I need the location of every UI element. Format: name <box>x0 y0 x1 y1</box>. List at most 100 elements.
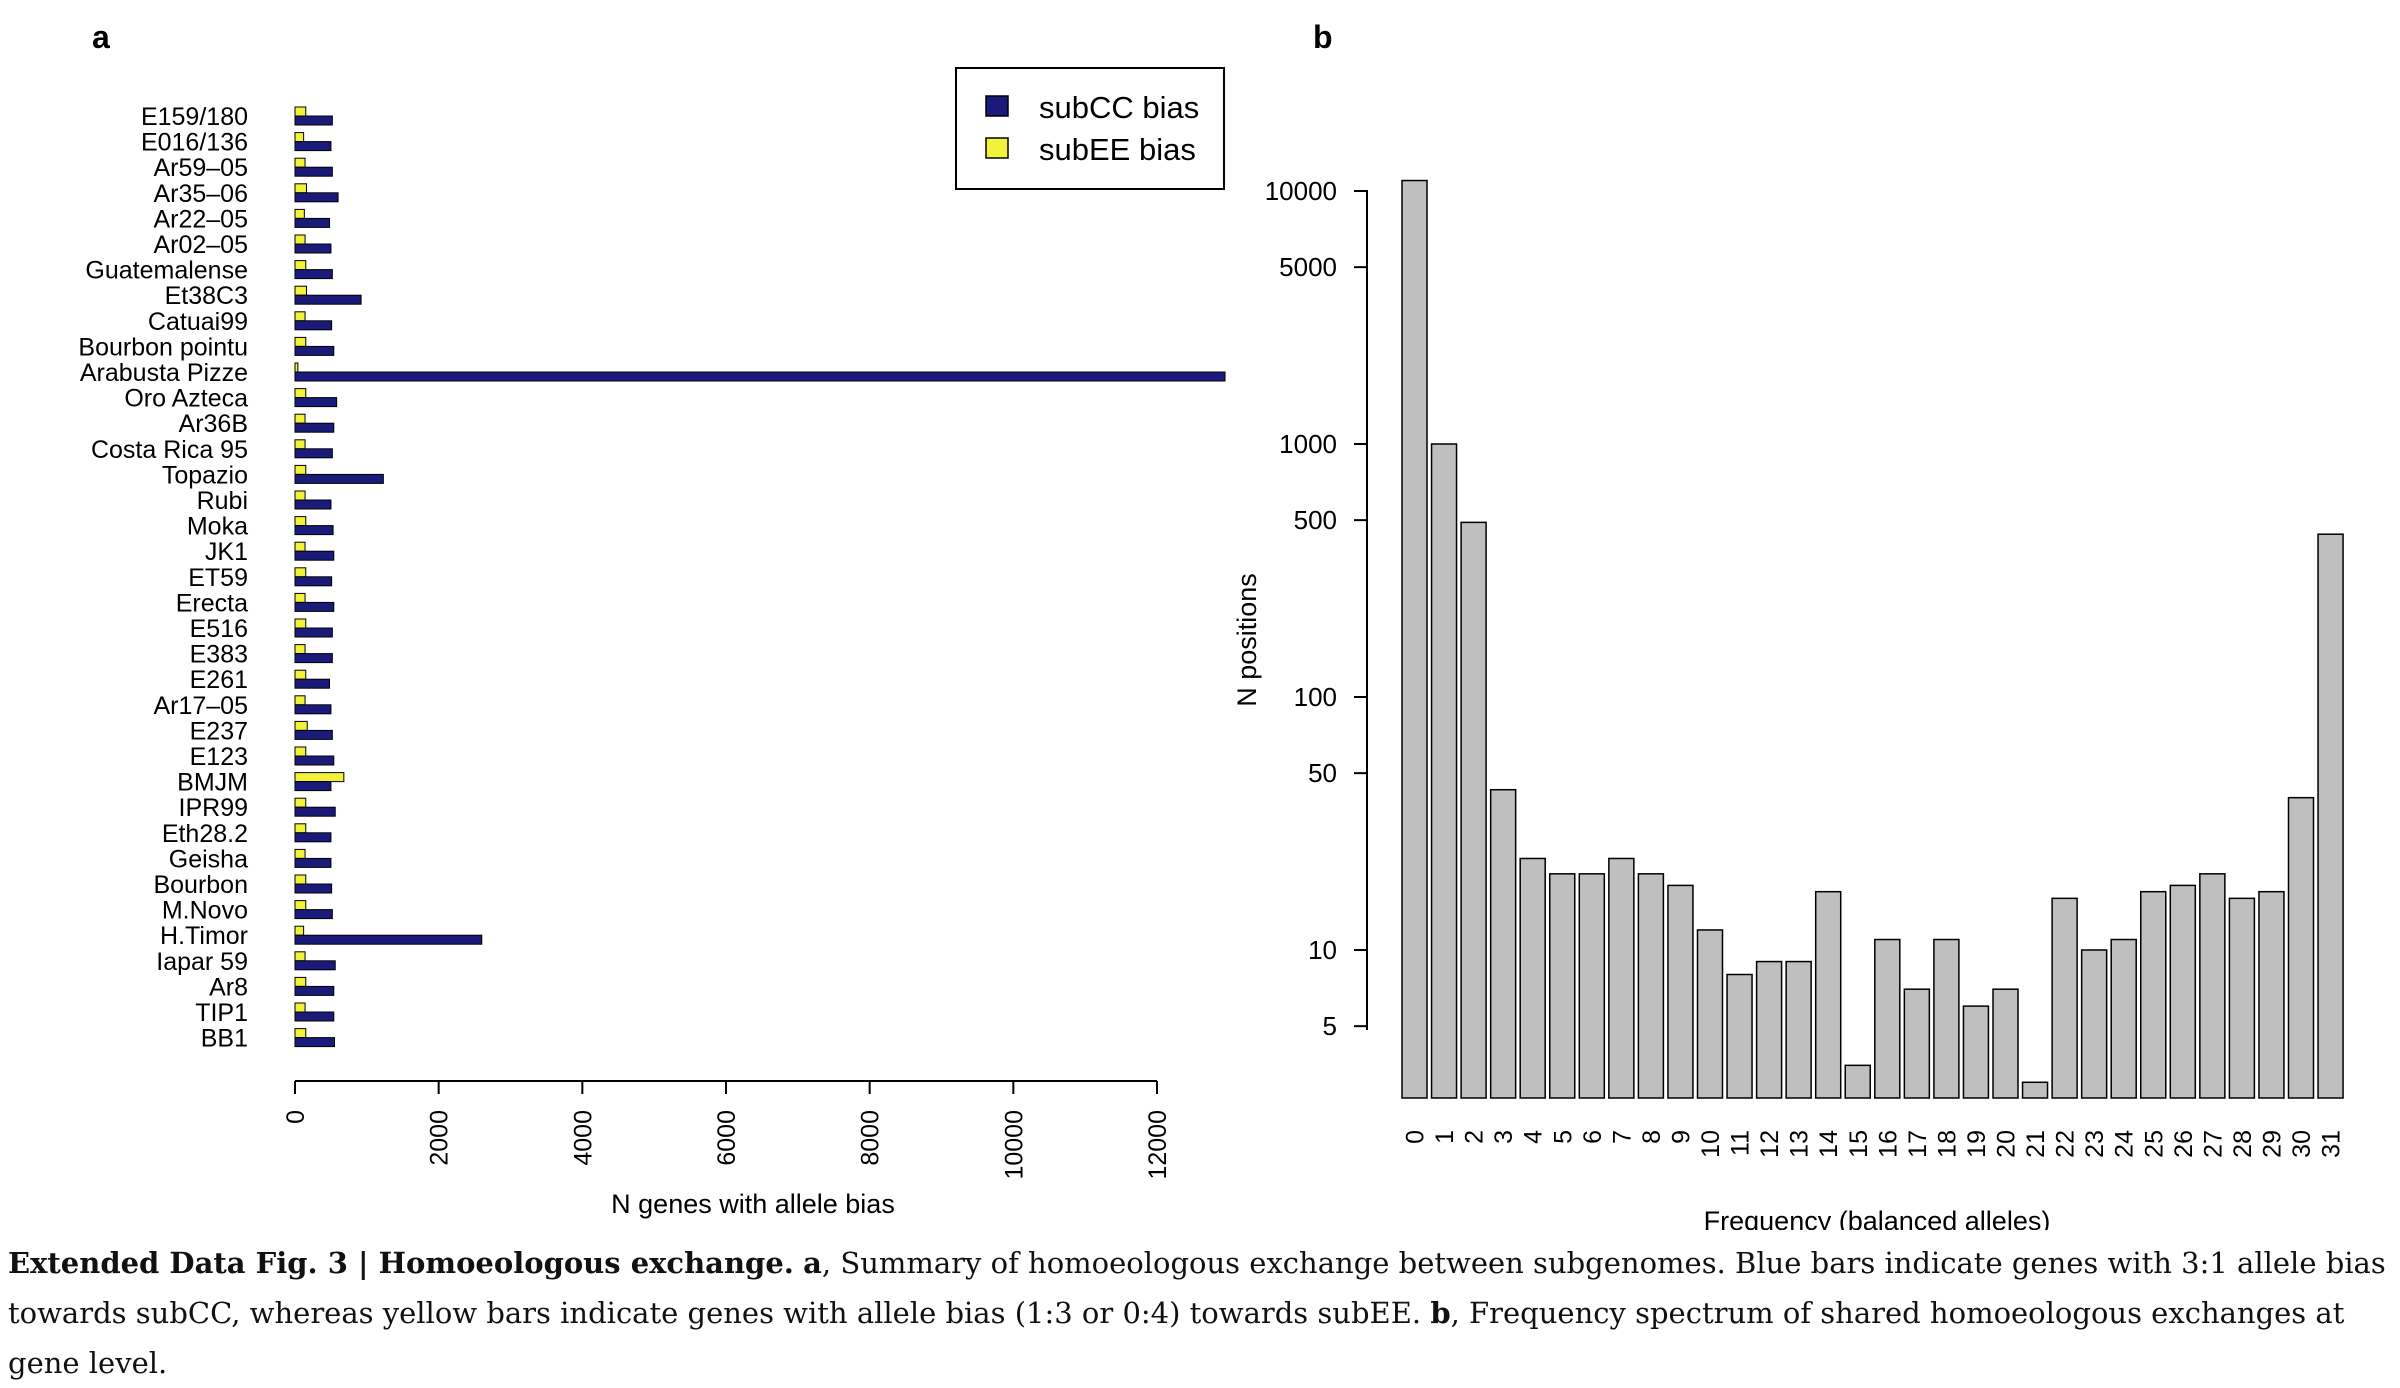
bar <box>1667 884 1694 1099</box>
bar <box>1460 521 1487 1099</box>
category-label: H.Timor <box>160 922 248 950</box>
x-tick-label: 30 <box>2288 1130 2316 1158</box>
bar-subee <box>294 311 306 322</box>
bar <box>1401 179 1428 1099</box>
x-tick-label: 14 <box>1815 1130 1843 1158</box>
bar <box>2169 884 2197 1099</box>
bar-subcc <box>294 473 384 484</box>
panel-b-y-axis-title: N positions <box>1232 573 1262 707</box>
category-label: Rubi <box>197 487 248 515</box>
bar-subcc <box>294 576 333 587</box>
bar-subee <box>294 183 307 194</box>
category-label: Geisha <box>169 845 248 873</box>
bar-subcc <box>294 345 335 356</box>
bar-subcc <box>294 806 336 817</box>
bar <box>1903 988 1931 1099</box>
bar-subee <box>294 336 307 347</box>
x-tick-label: 2 <box>1461 1130 1489 1144</box>
x-tick-label: 4000 <box>569 1110 597 1166</box>
bar <box>1992 988 2019 1099</box>
panel-a-letter: a <box>92 19 110 55</box>
category-label: Bourbon <box>153 871 248 899</box>
y-tick-label: 50 <box>1308 758 1337 788</box>
bar-subee <box>294 157 306 168</box>
bar-subee <box>294 234 306 245</box>
bar <box>1489 788 1517 1099</box>
bar <box>2140 890 2167 1099</box>
caption-a-text: , Summary of homoeologous exchange betwe… <box>8 1246 2386 1330</box>
bar-subee <box>294 132 305 143</box>
bar <box>1696 929 1724 1099</box>
x-tick-label: 0 <box>282 1110 310 1124</box>
bar-subcc <box>294 883 333 894</box>
bar-subee <box>294 208 305 219</box>
legend-box <box>955 67 1225 190</box>
bar-subcc <box>294 320 333 331</box>
bar-subee <box>294 669 307 680</box>
x-tick-label: 31 <box>2318 1130 2346 1158</box>
x-tick-label: 2000 <box>426 1110 454 1166</box>
bar-subcc <box>294 192 339 203</box>
bar <box>1933 938 1960 1099</box>
bar-subee <box>294 1028 307 1039</box>
bar-subcc <box>294 371 1226 382</box>
category-label: E016/136 <box>141 129 248 157</box>
bar <box>1814 890 1842 1099</box>
figure: a E159/180E016/136Ar59–05Ar35–06Ar22–05A… <box>78 19 2346 1230</box>
x-tick-label: 3 <box>1490 1130 1518 1144</box>
bar <box>2110 938 2137 1099</box>
x-tick-label: 8 <box>1638 1130 1666 1144</box>
panel-b-x-axis-title: Frequency (balanced alleles) <box>1704 1206 2051 1230</box>
category-label: Iapar 59 <box>156 948 248 976</box>
bar-subee <box>294 925 305 936</box>
bar-subcc <box>294 704 332 715</box>
bar-subee <box>294 413 306 424</box>
bar-subee <box>294 874 307 885</box>
category-label: Bourbon pointu <box>78 333 248 361</box>
bar <box>1519 857 1546 1099</box>
bar <box>1755 960 1783 1099</box>
bar-subcc <box>294 857 332 868</box>
category-label: Ar02–05 <box>153 231 248 259</box>
x-tick-label: 8000 <box>857 1110 885 1166</box>
bar-subcc <box>294 781 332 792</box>
bar-subee <box>294 976 307 987</box>
category-label: M.Novo <box>162 897 248 925</box>
bar-subcc <box>294 729 333 740</box>
category-label: Arabusta Pizze <box>80 359 248 387</box>
bar <box>1430 443 1458 1099</box>
bar-subcc <box>294 601 335 612</box>
category-label: Moka <box>187 513 248 541</box>
bar-subee <box>294 106 307 117</box>
bar <box>2287 796 2315 1099</box>
bar-subee <box>294 567 307 578</box>
y-tick-label: 5 <box>1323 1011 1337 1041</box>
bar-subee <box>294 362 299 373</box>
bar-subcc <box>294 550 335 561</box>
bar-subee <box>294 618 307 629</box>
bar-subcc <box>294 985 335 996</box>
legend-swatch-subee <box>985 137 1009 159</box>
bar-subcc <box>294 499 332 510</box>
y-tick-label: 10 <box>1308 935 1337 965</box>
category-label: Oro Azteca <box>124 385 248 413</box>
category-label: Catuai99 <box>148 308 248 336</box>
x-tick-label: 5 <box>1549 1130 1577 1144</box>
panel-a-x-axis-title: N genes with allele bias <box>611 1189 895 1219</box>
bar-subcc <box>294 909 333 920</box>
category-label: Ar36B <box>179 410 248 438</box>
bar-subcc <box>294 166 333 177</box>
category-label: Erecta <box>176 589 248 617</box>
bar-subcc <box>294 448 333 459</box>
category-label: BB1 <box>201 1025 248 1053</box>
bar-subee <box>294 285 307 296</box>
category-label: Costa Rica 95 <box>91 436 248 464</box>
legend-label-subee: subEE bias <box>1039 132 1196 167</box>
bar <box>1637 873 1665 1099</box>
x-tick-label: 28 <box>2229 1130 2257 1158</box>
category-label: Ar35–06 <box>153 180 248 208</box>
x-tick-label: 23 <box>2081 1130 2109 1158</box>
bar-subee <box>294 260 307 271</box>
bar-subcc <box>294 141 332 152</box>
category-label: Eth28.2 <box>162 820 248 848</box>
